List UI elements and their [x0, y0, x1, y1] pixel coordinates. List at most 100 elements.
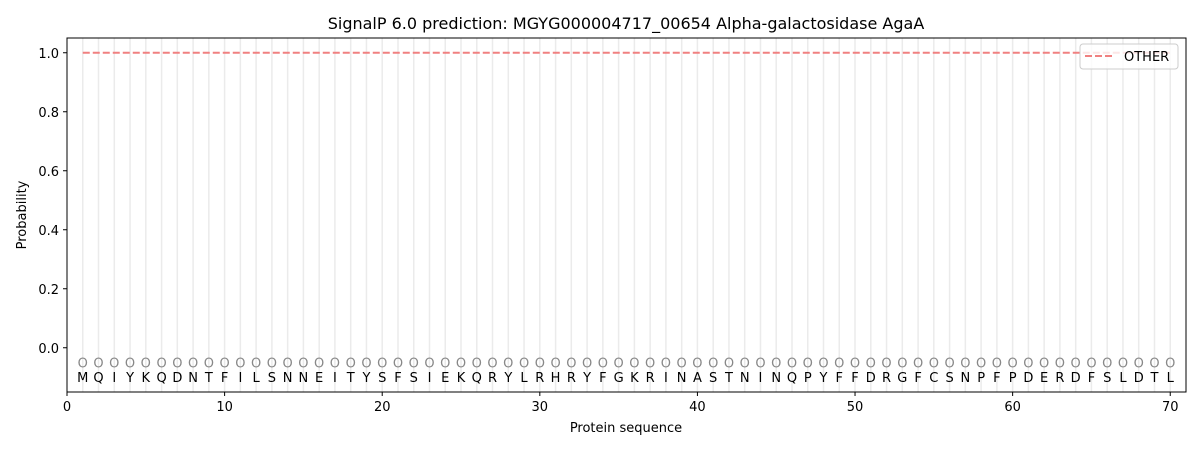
residue-label: T: [724, 371, 733, 386]
residue-label: R: [882, 371, 891, 386]
predicted-label-marker: O: [156, 357, 166, 372]
predicted-label-marker: O: [1086, 357, 1096, 372]
residue-label: G: [614, 371, 624, 386]
predicted-label-marker: O: [960, 357, 970, 372]
residue-label: Y: [819, 371, 828, 386]
y-tick-label: 0.0: [38, 342, 59, 357]
predicted-label-marker: O: [204, 357, 214, 372]
predicted-label-marker: O: [487, 357, 497, 372]
residue-label: G: [897, 371, 907, 386]
residue-label: Y: [361, 371, 370, 386]
predicted-label-marker: O: [834, 357, 844, 372]
x-axis-label: Protein sequence: [570, 421, 682, 436]
residue-label: S: [945, 371, 953, 386]
residue-label: R: [567, 371, 576, 386]
predicted-label-marker: O: [944, 357, 954, 372]
residue-label: M: [77, 371, 88, 386]
predicted-label-marker: O: [976, 357, 986, 372]
residue-label: C: [929, 371, 938, 386]
residue-label: T: [346, 371, 355, 386]
predicted-label-marker: O: [519, 357, 529, 372]
predicted-label-marker: O: [582, 357, 592, 372]
predicted-label-marker: O: [866, 357, 876, 372]
residue-label: Y: [582, 371, 591, 386]
predicted-label-marker: O: [755, 357, 765, 372]
residue-label: T: [204, 371, 213, 386]
predicted-label-marker: O: [393, 357, 403, 372]
predicted-label-marker: O: [566, 357, 576, 372]
y-tick-label: 1.0: [38, 47, 59, 62]
residue-label: S: [709, 371, 717, 386]
residue-label: Y: [503, 371, 512, 386]
x-tick-label: 70: [1162, 400, 1179, 415]
residue-label: D: [172, 371, 182, 386]
residue-label: N: [960, 371, 970, 386]
residue-label: K: [142, 371, 151, 386]
predicted-label-marker: O: [629, 357, 639, 372]
residue-label: F: [221, 371, 228, 386]
predicted-label-marker: O: [267, 357, 277, 372]
residue-label: I: [428, 371, 432, 386]
x-tick-label: 40: [689, 400, 706, 415]
chart-title: SignalP 6.0 prediction: MGYG000004717_00…: [328, 14, 925, 34]
residue-label: L: [520, 371, 528, 386]
predicted-label-marker: O: [314, 357, 324, 372]
residue-label: I: [759, 371, 763, 386]
x-tick-label: 60: [1004, 400, 1021, 415]
predicted-label-marker: O: [897, 357, 907, 372]
predicted-label-marker: O: [330, 357, 340, 372]
predicted-label-marker: O: [614, 357, 624, 372]
residue-label: I: [112, 371, 116, 386]
predicted-label-marker: O: [141, 357, 151, 372]
predicted-label-marker: O: [172, 357, 182, 372]
predicted-label-marker: O: [692, 357, 702, 372]
predicted-label-marker: O: [456, 357, 466, 372]
x-tick-label: 30: [532, 400, 549, 415]
predicted-label-marker: O: [1039, 357, 1049, 372]
residue-label: S: [268, 371, 276, 386]
predicted-label-marker: O: [1008, 357, 1018, 372]
predicted-label-marker: O: [992, 357, 1002, 372]
y-tick-label: 0.6: [38, 165, 59, 180]
residue-label: L: [253, 371, 261, 386]
residue-label: Q: [787, 371, 797, 386]
predicted-label-marker: O: [708, 357, 718, 372]
residue-label: D: [866, 371, 876, 386]
predicted-label-marker: O: [929, 357, 939, 372]
predicted-label-marker: O: [377, 357, 387, 372]
x-tick-label: 20: [374, 400, 391, 415]
residue-label: R: [1055, 371, 1064, 386]
predicted-label-marker: O: [850, 357, 860, 372]
predicted-label-marker: O: [787, 357, 797, 372]
residue-label: E: [1040, 371, 1048, 386]
predicted-label-marker: O: [803, 357, 813, 372]
residue-label: S: [410, 371, 418, 386]
residue-label: P: [977, 371, 985, 386]
predicted-label-marker: O: [1055, 357, 1065, 372]
residue-label: N: [740, 371, 750, 386]
residue-label: R: [646, 371, 655, 386]
residue-label: F: [836, 371, 843, 386]
residue-label: D: [1134, 371, 1144, 386]
predicted-label-marker: O: [93, 357, 103, 372]
residue-label: F: [993, 371, 1000, 386]
predicted-label-marker: O: [881, 357, 891, 372]
residue-label: N: [771, 371, 781, 386]
residue-label: F: [851, 371, 858, 386]
predicted-label-marker: O: [503, 357, 513, 372]
predicted-label-marker: O: [645, 357, 655, 372]
residue-label: R: [535, 371, 544, 386]
predicted-label-marker: O: [235, 357, 245, 372]
legend-label-other: OTHER: [1124, 50, 1169, 65]
predicted-label-marker: O: [440, 357, 450, 372]
predicted-label-marker: O: [424, 357, 434, 372]
residue-label: E: [315, 371, 323, 386]
residue-label: H: [551, 371, 561, 386]
predicted-label-marker: O: [771, 357, 781, 372]
residue-label: S: [378, 371, 386, 386]
residue-label: L: [1167, 371, 1175, 386]
y-axis-label: Probability: [15, 180, 30, 249]
residue-label: F: [1088, 371, 1095, 386]
y-tick-label: 0.4: [38, 224, 59, 239]
